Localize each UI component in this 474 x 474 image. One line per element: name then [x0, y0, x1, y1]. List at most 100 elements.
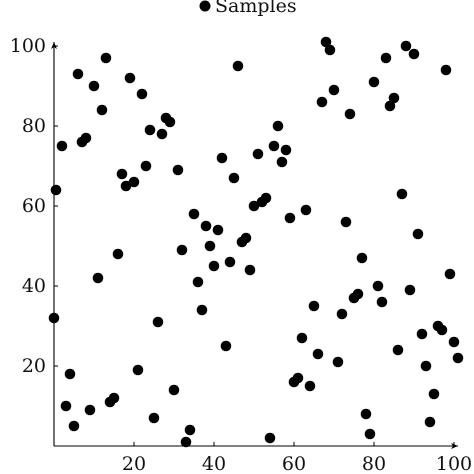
data-point [448, 336, 460, 348]
data-point [200, 220, 212, 232]
data-point [248, 200, 260, 212]
data-point [264, 432, 276, 444]
data-point [252, 148, 264, 160]
data-point [240, 232, 252, 244]
data-point [180, 436, 192, 448]
data-point [268, 140, 280, 152]
x-tick-label: 100 [436, 453, 472, 474]
data-point [168, 384, 180, 396]
data-point [384, 100, 396, 112]
data-point [300, 204, 312, 216]
data-point [50, 184, 62, 196]
data-point [444, 268, 456, 280]
data-point [260, 192, 272, 204]
data-points [48, 36, 464, 448]
tick-labels: 20 40 60 80 100 20 40 60 80 100 [10, 35, 472, 474]
data-point [436, 324, 448, 336]
data-point [404, 284, 416, 296]
data-point [188, 208, 200, 220]
data-point [196, 304, 208, 316]
data-point [420, 360, 432, 372]
data-point [128, 176, 140, 188]
data-point [396, 188, 408, 200]
data-point [92, 272, 104, 284]
data-point [172, 164, 184, 176]
data-point [84, 404, 96, 416]
y-tick-label: 20 [22, 355, 46, 377]
data-point [304, 380, 316, 392]
data-point [408, 48, 420, 60]
data-point [232, 60, 244, 72]
data-point [244, 264, 256, 276]
x-tick-label: 20 [122, 453, 146, 474]
data-point [428, 388, 440, 400]
data-point [360, 408, 372, 420]
data-point [416, 328, 428, 340]
data-point [216, 152, 228, 164]
data-point [344, 108, 356, 120]
data-point [284, 212, 296, 224]
data-point [440, 64, 452, 76]
data-point [308, 300, 320, 312]
data-point [380, 52, 392, 64]
data-point [272, 120, 284, 132]
data-point [324, 44, 336, 56]
data-point [352, 288, 364, 300]
y-tick-label: 40 [22, 275, 46, 297]
data-point [328, 84, 340, 96]
data-point [296, 332, 308, 344]
data-point [368, 76, 380, 88]
data-point [136, 88, 148, 100]
data-point [372, 280, 384, 292]
data-point [392, 344, 404, 356]
data-point [152, 316, 164, 328]
data-point [364, 428, 376, 440]
legend-label: Samples [215, 0, 297, 17]
data-point [228, 172, 240, 184]
data-point [116, 168, 128, 180]
data-point [276, 156, 288, 168]
legend: Samples [199, 0, 297, 17]
data-point [336, 308, 348, 320]
x-tick-label: 40 [202, 453, 226, 474]
data-point [96, 104, 108, 116]
data-point [112, 248, 124, 260]
data-point [224, 256, 236, 268]
axes [51, 42, 458, 449]
data-point [120, 180, 132, 192]
data-point [144, 124, 156, 136]
data-point [332, 356, 344, 368]
data-point [316, 96, 328, 108]
data-point [184, 424, 196, 436]
data-point [72, 68, 84, 80]
data-point [312, 348, 324, 360]
data-point [176, 244, 188, 256]
y-tick-label: 100 [10, 35, 46, 57]
data-point [124, 72, 136, 84]
data-point [88, 80, 100, 92]
data-point [208, 260, 220, 272]
data-point [400, 40, 412, 52]
data-point [212, 224, 224, 236]
data-point [192, 276, 204, 288]
y-tick-label: 80 [22, 115, 46, 137]
data-point [164, 116, 176, 128]
data-point [64, 368, 76, 380]
data-point [412, 228, 424, 240]
data-point [220, 340, 232, 352]
data-point [340, 216, 352, 228]
data-point [292, 372, 304, 384]
data-point [60, 400, 72, 412]
data-point [424, 416, 436, 428]
data-point [156, 128, 168, 140]
data-point [56, 140, 68, 152]
legend-marker [199, 0, 211, 12]
data-point [320, 36, 332, 48]
data-point [388, 92, 400, 104]
x-tick-label: 60 [282, 453, 306, 474]
data-point [356, 252, 368, 264]
data-point [100, 52, 112, 64]
data-point [280, 144, 292, 156]
data-point [148, 412, 160, 424]
